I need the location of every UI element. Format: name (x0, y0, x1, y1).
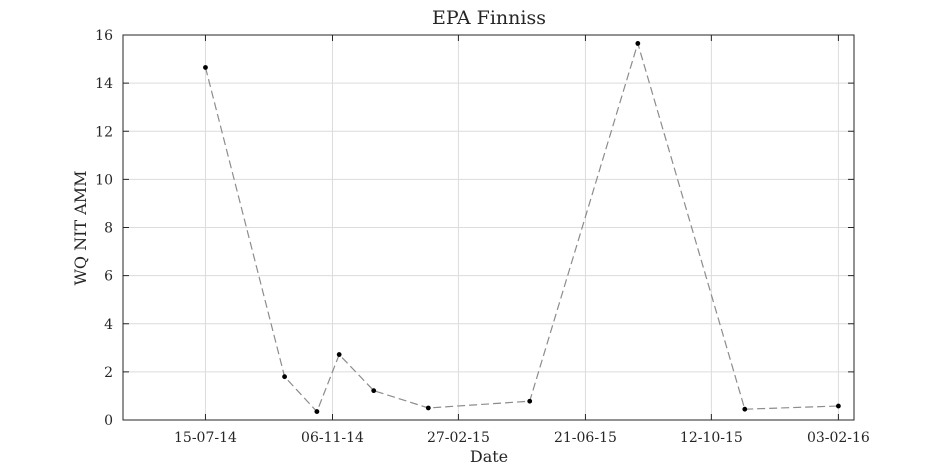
series-line (204, 41, 839, 413)
y-tick-label: 6 (104, 269, 113, 285)
x-tick-label: 03-02-16 (807, 430, 870, 446)
grid-lines (123, 35, 854, 420)
x-tick-label: 06-11-14 (301, 430, 364, 446)
data-point (371, 388, 377, 394)
y-tick-label: 4 (104, 317, 113, 333)
y-tick-label: 0 (104, 413, 113, 429)
data-points (203, 41, 841, 414)
y-axis-label: WQ NIT AMM (71, 170, 90, 285)
y-tick-label: 2 (104, 365, 113, 381)
data-point (527, 398, 533, 404)
x-tick-label: 21-06-15 (554, 430, 617, 446)
y-tick-label: 16 (95, 28, 113, 44)
chart-title: EPA Finniss (432, 7, 546, 29)
data-point (635, 41, 641, 46)
x-tick-label: 15-07-14 (174, 430, 237, 446)
x-axis-label: Date (470, 447, 508, 466)
data-point (314, 409, 320, 414)
data-point (835, 403, 841, 409)
axis-ticks: 0 2 4 6 8 10 12 14 16 15-07-14 06-11-14 27-02-15 21-… (95, 28, 870, 446)
y-tick-label: 14 (95, 76, 113, 92)
x-tick-label: 12-10-15 (680, 430, 743, 446)
y-tick-label: 8 (104, 221, 113, 237)
series-layer (204, 41, 839, 413)
data-point (203, 65, 208, 70)
y-tick-label: 10 (95, 172, 113, 188)
data-point (742, 406, 748, 412)
data-point (336, 352, 342, 357)
data-point (425, 405, 431, 411)
data-point (282, 374, 287, 380)
x-tick-label: 27-02-15 (427, 430, 490, 446)
y-tick-label: 12 (95, 124, 113, 140)
